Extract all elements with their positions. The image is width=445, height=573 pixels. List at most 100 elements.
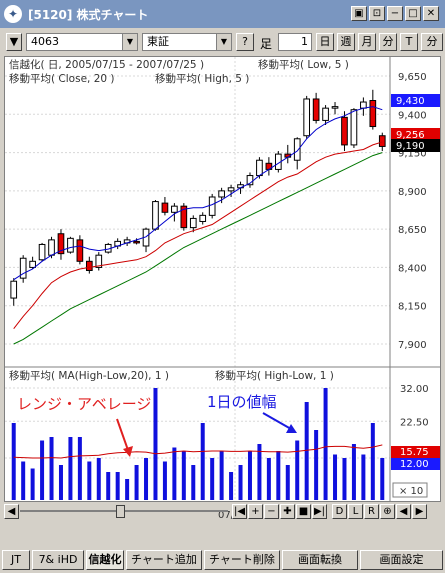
range-bar [276,451,281,500]
jump-end-button[interactable]: ▶| [312,504,327,519]
range-bar [304,402,309,500]
range-bar [77,437,82,500]
window-maximize-button[interactable]: □ [405,6,421,21]
range-bar [351,444,356,500]
ma-high-line [13,106,383,281]
scroll-left-button[interactable]: ◀ [4,504,19,519]
screen-settings-button[interactable]: 画面設定 [360,550,443,570]
legend-sub-hl: 移動平均( High-Low, 1 ) [215,369,334,382]
monthly-button[interactable]: 月 [358,33,376,51]
candle-down [180,205,188,229]
tab-shinetsu[interactable]: 信越化 [86,550,124,570]
tab-jt[interactable]: JT [2,550,30,570]
range-bar [106,472,111,500]
annotation-range-average: レンジ・アベレージ [17,395,151,413]
candle-up [293,138,301,161]
price-tick-label: 8,900 [398,187,427,198]
candle-up [246,175,254,186]
candle-up [171,205,178,213]
candle-down [378,135,386,147]
market-select[interactable]: 東証 ▼ [142,33,232,51]
zoom-text: × 10 [399,486,423,497]
nav-right-icon[interactable]: ▶ [412,504,427,519]
stock-code-value: 4063 [31,35,59,48]
magnify-icon[interactable]: ⊕ [380,504,395,519]
range-bar [11,423,16,500]
jump-start-button[interactable]: |◀ [232,504,247,519]
sub-tag-hl [391,458,440,470]
chart-panel[interactable]: 9,650 9,400 9,150 8,900 8,650 8,400 8,150 7,900… [4,56,441,502]
candle-up [152,201,159,230]
candle-up [218,190,225,198]
candle-down [341,116,348,146]
zoom-out-button[interactable]: − [264,504,279,519]
candle-down [312,98,320,121]
range-bar [191,465,196,500]
minute-button[interactable]: 分 [379,33,397,51]
chevron-down-icon[interactable]: ▼ [122,34,137,50]
candle-up [256,159,263,177]
candle-down [57,233,65,255]
d-button[interactable]: D [332,504,347,519]
l-button[interactable]: L [348,504,363,519]
sub-tag-ma [391,446,440,458]
candle-up [38,243,46,261]
scroll-thumb[interactable] [116,505,125,518]
range-bar [134,465,139,500]
sub-tag-ma-text: 15.75 [400,447,429,458]
r-button[interactable]: R [364,504,379,519]
candle-up [208,196,216,216]
candle-down [161,202,169,213]
nav-left-icon[interactable]: ◀ [396,504,411,519]
switch-screen-button[interactable]: 画面転換 [282,550,358,570]
range-bar [247,451,252,500]
menu-dropdown-button[interactable]: ▼ [6,33,22,51]
price-tick-label: 9,650 [398,72,427,83]
help-button[interactable]: ? [236,33,254,51]
range-bar [370,423,375,500]
range-bar [49,437,54,500]
zoom-in-button[interactable]: + [248,504,263,519]
window-tile-button[interactable]: ⊡ [369,6,385,21]
range-bar [266,458,271,500]
window-restore-button[interactable]: ▣ [351,6,367,21]
range-bars [11,388,385,500]
annotation-red-arrowhead [123,446,133,457]
candle-up [48,239,55,256]
price-tag-high-text: 9,430 [396,96,425,107]
add-chart-button[interactable]: チャート追加 [126,550,202,570]
legend-ma-close: 移動平均( Close, 20 ) [9,72,115,85]
annotation-red-arrow [116,418,130,454]
range-bar [172,447,177,500]
daily-button[interactable]: 日 [316,33,334,51]
range-average-line [13,444,383,459]
stop-button[interactable]: ■ [296,504,311,519]
window-minimize-button[interactable]: − [387,6,403,21]
candle-up [10,280,18,299]
candle-up [19,257,27,279]
range-bar [21,461,26,500]
price-tag-close-a-text: 9,256 [396,130,425,141]
range-bar [380,458,385,500]
candle-up [29,260,36,268]
candles [10,89,386,306]
delete-chart-button[interactable]: チャート削除 [204,550,280,570]
zoom-box[interactable] [392,482,428,498]
period-count-input[interactable]: 1 [278,33,312,51]
window-close-button[interactable]: ✕ [423,6,439,21]
price-tag-close-a [391,128,440,141]
tick-button[interactable]: T [400,33,418,51]
chevron-down-icon[interactable]: ▼ [216,34,231,50]
range-bar [30,468,35,500]
range-bar [162,461,167,500]
range-bar [96,458,101,500]
weekly-button[interactable]: 週 [337,33,355,51]
price-tick-label: 8,150 [398,302,427,313]
crosshair-button[interactable]: ✚ [280,504,295,519]
period-count-value: 1 [301,35,308,48]
minute-alt-button[interactable]: 分 [421,33,443,51]
tab-7-ihd[interactable]: 7& iHD [32,550,84,570]
range-bar [257,444,262,500]
stock-code-select[interactable]: 4063 ▼ [26,33,138,51]
market-value: 東証 [147,35,169,48]
